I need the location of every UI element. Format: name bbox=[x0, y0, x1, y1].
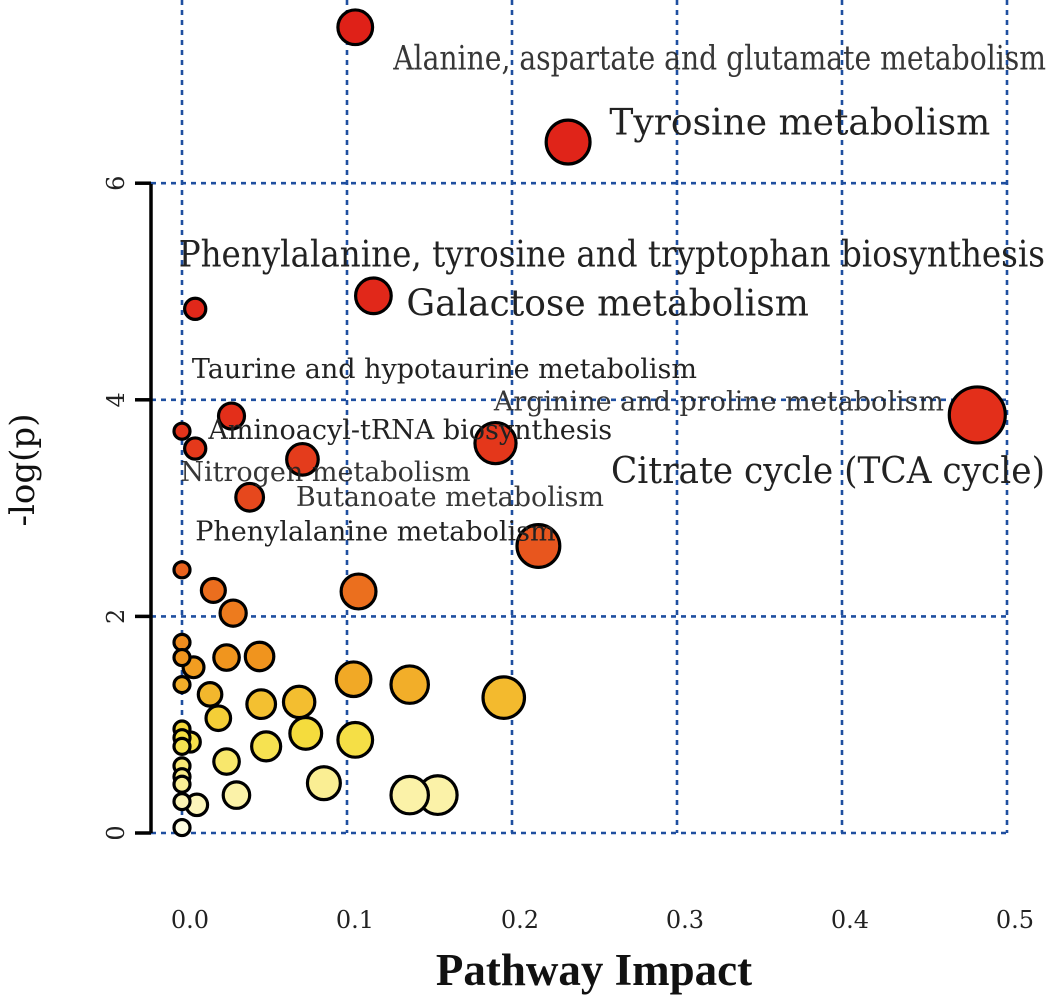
data-point bbox=[204, 704, 233, 733]
data-point bbox=[172, 560, 192, 580]
data-point bbox=[212, 747, 241, 776]
y-tick-label: 4 bbox=[102, 392, 130, 407]
annotation-label: Phenylalanine, tyrosine and tryptophan b… bbox=[179, 235, 1045, 276]
x-tick-label: 0.0 bbox=[171, 906, 209, 934]
annotation-label: Butanoate metabolism bbox=[296, 482, 604, 513]
data-point-butanoate-metabolism bbox=[234, 481, 266, 513]
data-point bbox=[339, 572, 378, 611]
data-point-taurine-and-hypotaurine-metabolism bbox=[216, 401, 247, 431]
data-point bbox=[172, 736, 192, 756]
point-annotations: Alanine, aspartate and glutamate metabol… bbox=[179, 38, 1046, 547]
data-point bbox=[481, 675, 527, 720]
data-point bbox=[172, 675, 192, 695]
data-point bbox=[288, 715, 324, 751]
annotation-label: Arginine and proline metabolism bbox=[493, 387, 944, 418]
data-point bbox=[221, 780, 252, 810]
data-point-phenylalanine-tyrosine-and-tryptophan-biosynthesis bbox=[183, 296, 208, 322]
data-point-arginine-and-proline-metabolism bbox=[473, 420, 518, 466]
data-point bbox=[218, 598, 248, 628]
data-point-galactose-metabolism bbox=[353, 276, 393, 316]
x-tick-label: 0.5 bbox=[996, 906, 1034, 934]
data-point bbox=[172, 817, 192, 838]
x-tick-label: 0.3 bbox=[666, 906, 704, 934]
data-point bbox=[334, 660, 373, 699]
data-point bbox=[389, 664, 431, 705]
annotation-label: Galactose metabolism bbox=[406, 283, 808, 324]
annotation-label: Phenylalanine metabolism bbox=[195, 517, 555, 548]
data-point bbox=[199, 576, 227, 604]
data-point bbox=[336, 720, 375, 759]
data-point bbox=[305, 765, 342, 802]
annotation-label: Taurine and hypotaurine metabolism bbox=[192, 354, 697, 385]
annotation-label: Tyrosine metabolism bbox=[609, 102, 990, 143]
x-axis-title: Pathway Impact bbox=[436, 945, 752, 995]
y-tick-label: 6 bbox=[102, 176, 130, 191]
data-point-nitrogen-metabolism bbox=[285, 441, 320, 477]
x-tick-label: 0.2 bbox=[501, 906, 539, 934]
annotation-label: Nitrogen metabolism bbox=[180, 457, 470, 488]
data-point-phenylalanine-metabolism bbox=[515, 523, 562, 569]
data-point bbox=[245, 688, 278, 721]
data-point bbox=[196, 681, 224, 708]
data-point bbox=[212, 643, 241, 672]
y-tick-label: 0 bbox=[102, 825, 130, 840]
data-point bbox=[172, 791, 192, 812]
data-point bbox=[243, 640, 276, 673]
data-point bbox=[250, 730, 283, 763]
y-axis-title: -log(p) bbox=[3, 414, 43, 527]
data-point bbox=[172, 647, 192, 668]
annotation-label: Aminoacyl-tRNA biosynthesis bbox=[207, 415, 612, 446]
y-tick-label: 2 bbox=[102, 609, 130, 624]
data-point-tyrosine-metabolism bbox=[544, 118, 592, 166]
data-point bbox=[281, 684, 317, 720]
annotation-label: Citrate cycle (TCA cycle) bbox=[611, 451, 1045, 492]
annotation-label: Alanine, aspartate and glutamate metabol… bbox=[392, 38, 1046, 78]
y-ticks: 0 2 4 6 bbox=[102, 176, 151, 841]
data-point bbox=[172, 774, 192, 794]
data-point bbox=[172, 421, 192, 441]
data-point-aminoacyl-trna-biosynthesis bbox=[183, 436, 208, 461]
data-point-alanine-aspartate-and-glutamate-metabolism bbox=[336, 8, 375, 47]
x-tick-label: 0.4 bbox=[831, 906, 869, 934]
data-point bbox=[389, 774, 431, 816]
x-tick-label: 0.1 bbox=[336, 906, 374, 934]
data-points bbox=[172, 8, 1007, 838]
x-ticks: 0.0 0.1 0.2 0.3 0.4 0.5 bbox=[171, 906, 1034, 934]
data-point-citrate-cycle-tca-cycle bbox=[947, 385, 1007, 445]
